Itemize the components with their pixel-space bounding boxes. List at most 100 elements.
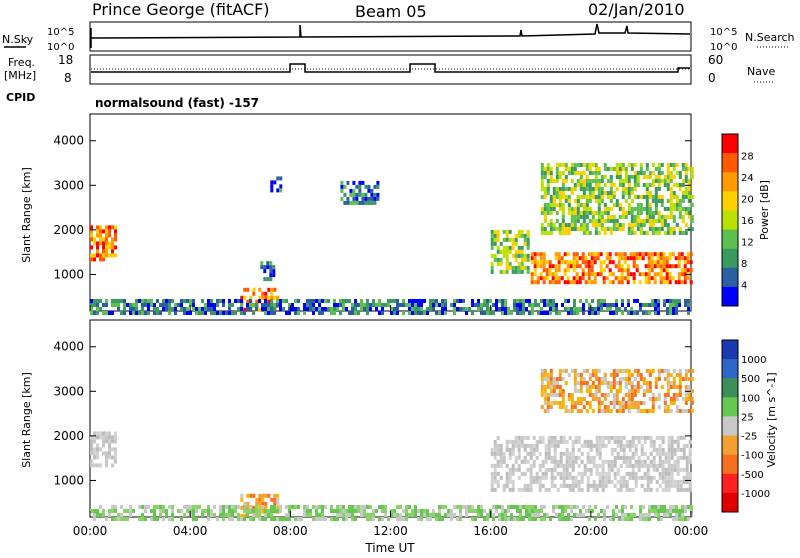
- heatmap-cell: [114, 229, 117, 234]
- heatmap-cell: [207, 517, 210, 521]
- heatmap-cell: [616, 479, 620, 484]
- heatmap-cell: [411, 307, 414, 311]
- heatmap-cell: [582, 179, 586, 183]
- heatmap-cell: [681, 207, 685, 211]
- heatmap-cell: [520, 261, 524, 266]
- heatmap-cell: [641, 256, 645, 261]
- heatmap-cell: [132, 311, 135, 315]
- heatmap-cell: [360, 505, 363, 509]
- heatmap-cell: [601, 463, 605, 468]
- heatmap-cell: [660, 179, 664, 183]
- heatmap-cell: [669, 187, 673, 191]
- heatmap-cell: [528, 303, 531, 307]
- heatmap-cell: [684, 195, 688, 199]
- heatmap-cell: [599, 264, 603, 269]
- heatmap-cell: [645, 183, 649, 187]
- heatmap-cell: [669, 513, 672, 517]
- heatmap-cell: [399, 513, 402, 517]
- heatmap-cell: [640, 475, 644, 480]
- heatmap-cell: [668, 256, 672, 261]
- heatmap-cell: [651, 195, 655, 199]
- heatmap-cell: [90, 463, 93, 468]
- heatmap-cell: [553, 435, 557, 440]
- heatmap-cell: [591, 509, 594, 513]
- heatmap-cell: [587, 264, 591, 269]
- heatmap-cell: [649, 439, 653, 444]
- heatmap-cell: [646, 435, 650, 440]
- heatmap-cell: [588, 307, 591, 311]
- heatmap-cell: [549, 311, 552, 315]
- heatmap-cell: [345, 517, 348, 521]
- heatmap-cell: [279, 505, 282, 509]
- heatmap-cell: [657, 397, 661, 401]
- heatmap-cell: [588, 167, 592, 171]
- heatmap-cell: [552, 509, 555, 513]
- heatmap-cell: [555, 219, 559, 223]
- heatmap-cell: [688, 451, 692, 456]
- heatmap-cell: [603, 175, 607, 179]
- heatmap-cell: [390, 299, 393, 303]
- heatmap-cell: [93, 431, 96, 436]
- heatmap-cell: [635, 264, 639, 269]
- heatmap-cell: [108, 513, 111, 517]
- heatmap-cell: [586, 443, 590, 448]
- heatmap-cell: [228, 299, 231, 303]
- heatmap-cell: [535, 475, 539, 480]
- heatmap-cell: [591, 211, 595, 215]
- heatmap-cell: [555, 187, 559, 191]
- heatmap-cell: [595, 463, 599, 468]
- heatmap-cell: [366, 311, 369, 315]
- heatmap-cell: [586, 487, 590, 492]
- heatmap-cell: [339, 299, 342, 303]
- heatmap-cell: [600, 223, 604, 227]
- heatmap-cell: [153, 311, 156, 315]
- heatmap-cell: [550, 439, 554, 444]
- nave-label: Nave: [747, 65, 775, 78]
- heatmap-cell: [225, 505, 228, 509]
- heatmap-cell: [351, 303, 354, 307]
- heatmap-cell: [630, 187, 634, 191]
- heatmap-cell: [569, 260, 573, 265]
- heatmap-cell: [595, 471, 599, 476]
- heatmap-cell: [663, 303, 666, 307]
- heatmap-cell: [562, 451, 566, 456]
- heatmap-cell: [588, 517, 591, 521]
- heatmap-cell: [207, 299, 210, 303]
- heatmap-cell: [603, 303, 606, 307]
- heatmap-cell: [102, 435, 105, 440]
- heatmap-cell: [99, 307, 102, 311]
- heatmap-cell: [540, 373, 544, 377]
- heatmap-cell: [690, 171, 694, 175]
- heatmap-cell: [260, 261, 264, 266]
- heatmap-cell: [600, 401, 604, 405]
- heatmap-cell: [549, 203, 553, 207]
- heatmap-cell: [663, 377, 667, 381]
- heatmap-cell: [417, 307, 420, 311]
- heatmap-cell: [606, 191, 610, 195]
- heatmap-cell: [345, 307, 348, 311]
- heatmap-cell: [546, 397, 550, 401]
- heatmap-cell: [352, 188, 356, 193]
- heatmap-cell: [588, 303, 591, 307]
- heatmap-cell: [530, 252, 534, 257]
- heatmap-cell: [684, 167, 688, 171]
- heatmap-cell: [534, 303, 537, 307]
- heatmap-cell: [609, 373, 613, 377]
- heatmap-cell: [610, 435, 614, 440]
- heatmap-cell: [550, 467, 554, 472]
- heatmap-cell: [381, 311, 384, 315]
- heatmap-cell: [665, 268, 669, 273]
- heatmap-cell: [517, 475, 521, 480]
- heatmap-cell: [591, 393, 595, 397]
- heatmap-cell: [321, 307, 324, 311]
- heatmap-cell: [593, 260, 597, 265]
- heatmap-cell: [666, 385, 670, 389]
- heatmap-cell: [111, 439, 114, 444]
- heatmap-cell: [517, 463, 521, 468]
- heatmap-cell: [600, 179, 604, 183]
- heatmap-cell: [663, 401, 667, 405]
- heatmap-cell: [672, 167, 676, 171]
- heatmap-cell: [547, 435, 551, 440]
- heatmap-cell: [508, 447, 512, 452]
- heatmap-cell: [538, 451, 542, 456]
